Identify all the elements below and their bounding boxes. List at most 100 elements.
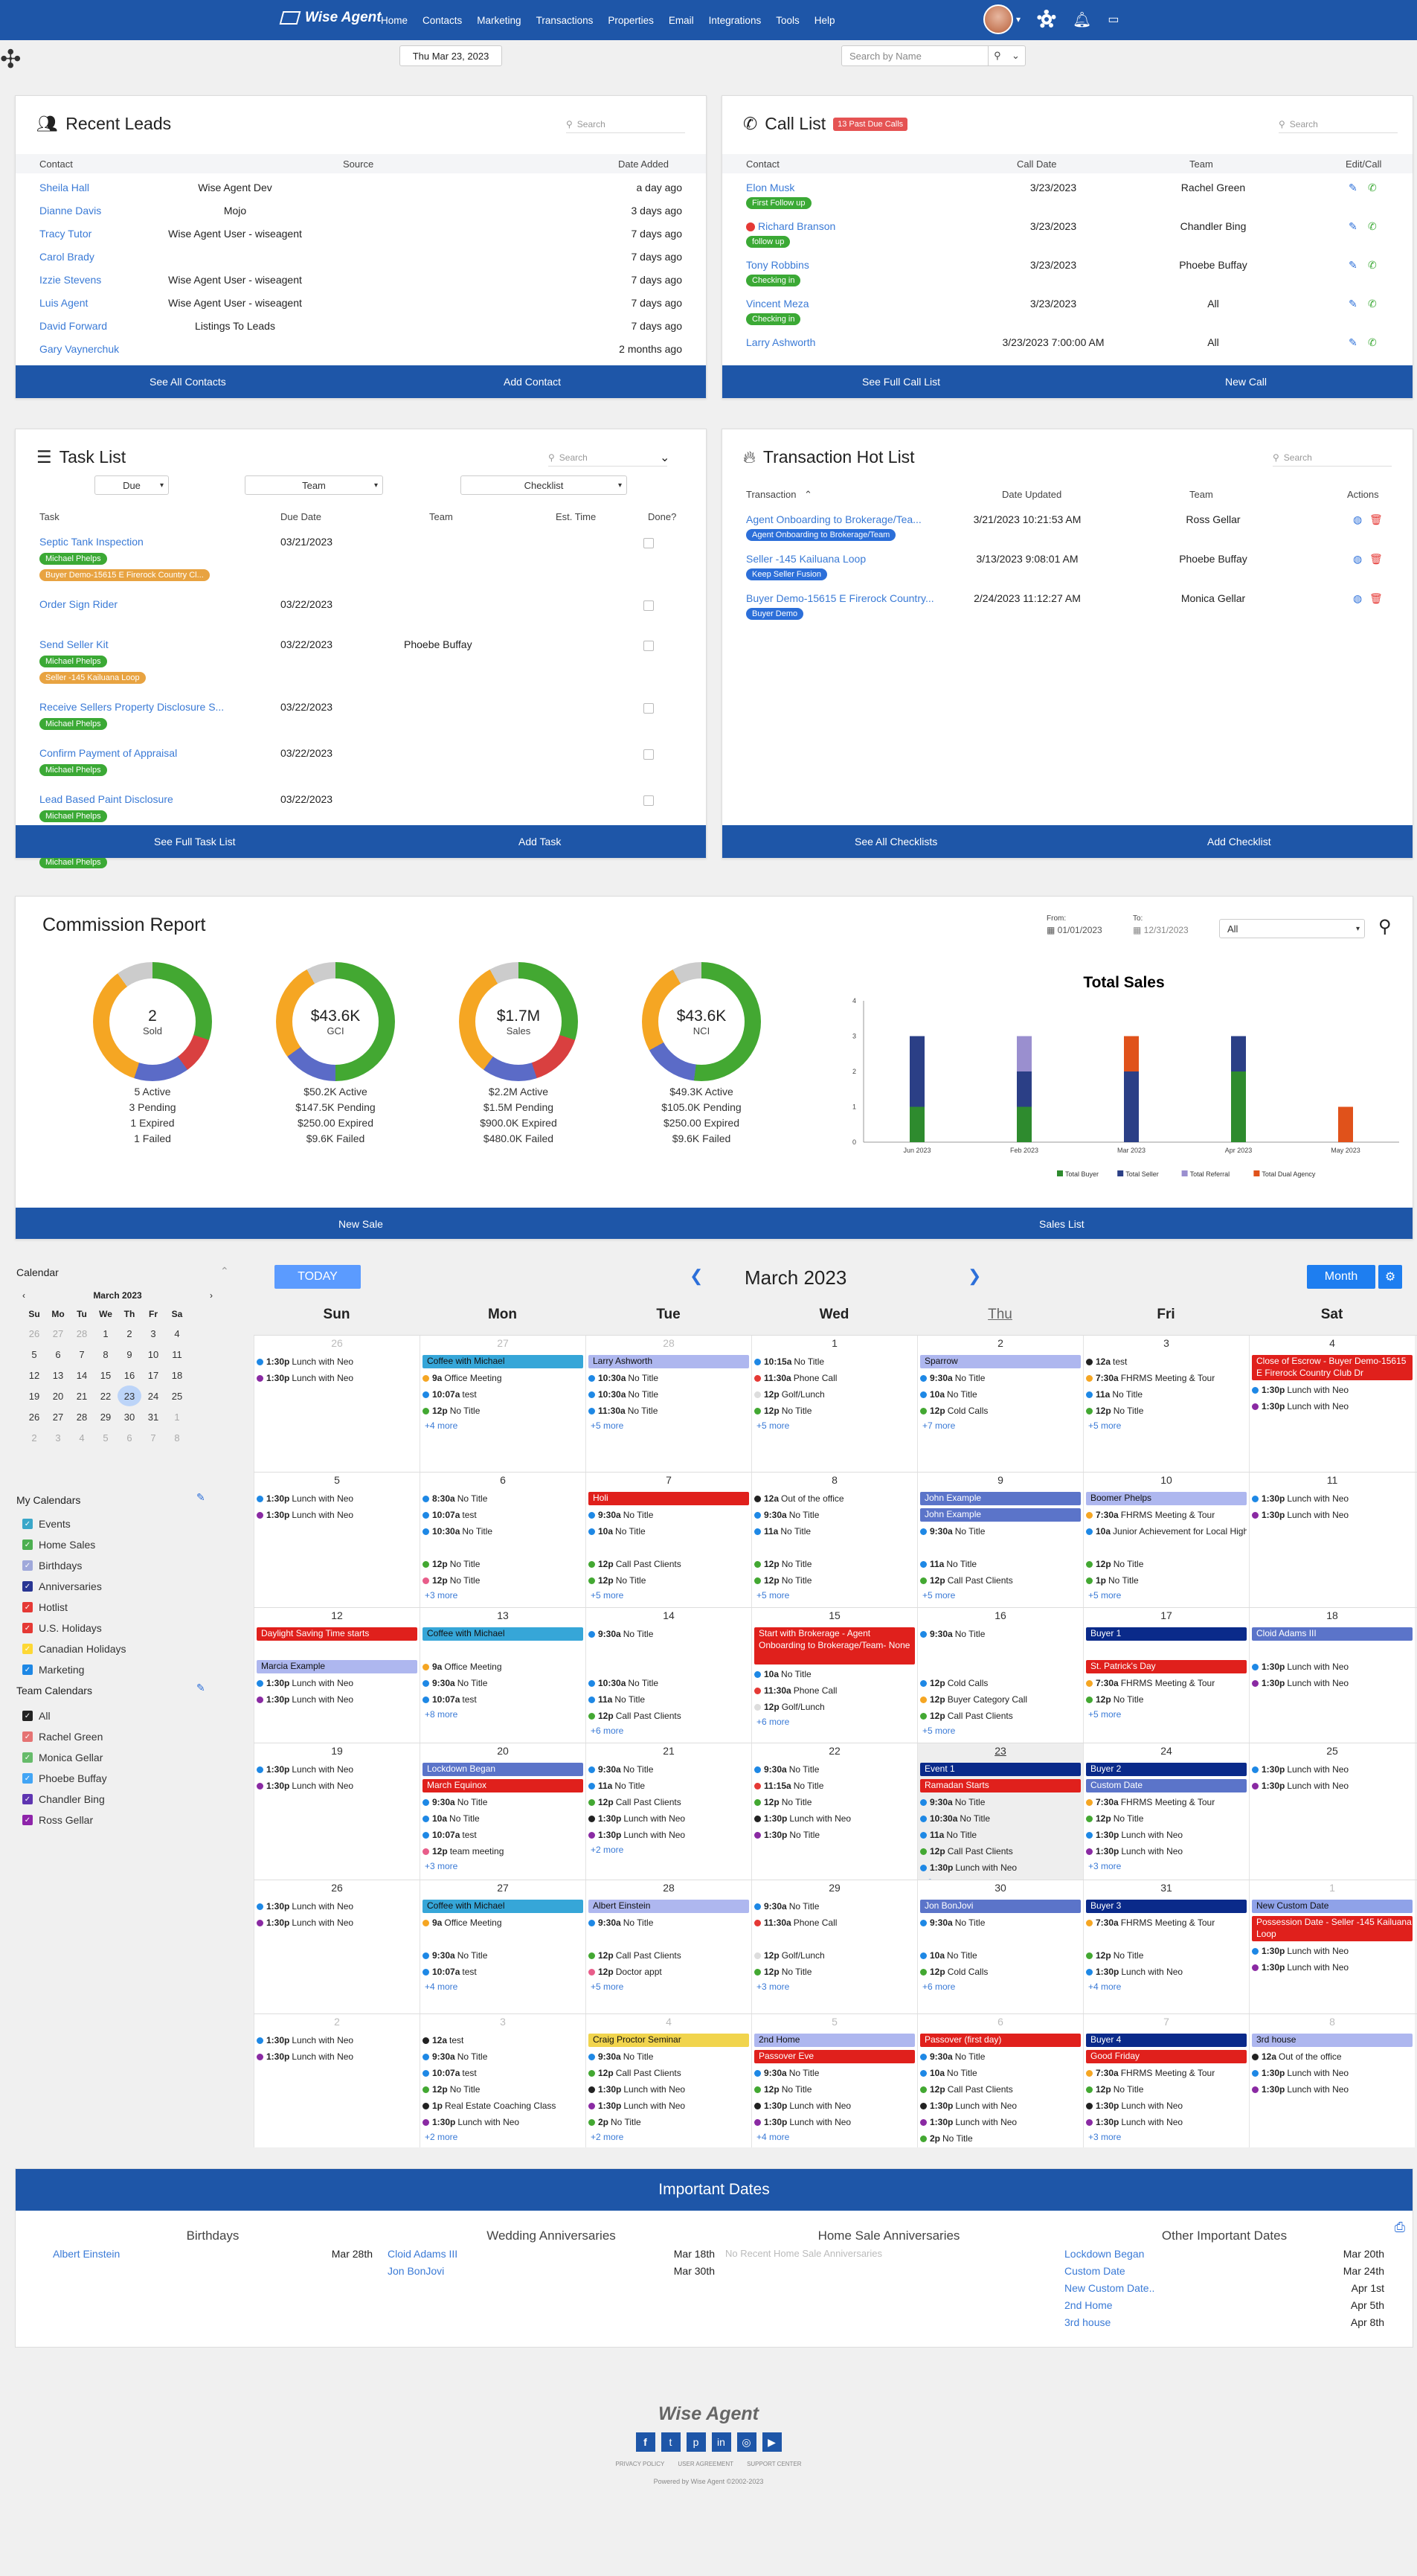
calendar-event[interactable]: 12p Call Past Clients: [588, 2066, 749, 2080]
calendar-event-bar[interactable]: Start with Brokerage - Agent Onboarding …: [754, 1627, 915, 1665]
phone-call-icon[interactable]: ✆: [1368, 220, 1377, 232]
more-events-link[interactable]: +3 more: [1088, 1861, 1122, 1871]
calendar-event[interactable]: 9:30a No Title: [422, 1676, 583, 1690]
calendar-event[interactable]: 12p No Title: [1086, 1693, 1247, 1706]
calendar-event[interactable]: 10:30a No Title: [588, 1388, 749, 1401]
calendar-event[interactable]: 9:30a No Title: [754, 1900, 915, 1913]
calendar-day-cell[interactable]: 18 Cloid Adams III 1:30p Lunch with Neo 1:30…: [1249, 1608, 1415, 1743]
checkbox-icon[interactable]: ✓: [22, 1815, 33, 1825]
calendar-event[interactable]: 1:30p Lunch with Neo: [422, 2115, 583, 2129]
calendar-event[interactable]: 10:07a test: [422, 2066, 583, 2080]
pencil-icon[interactable]: ✎: [196, 1491, 205, 1503]
calendar-event-bar[interactable]: 3rd house: [1252, 2034, 1413, 2047]
calendar-event[interactable]: 9:30a No Title: [422, 1795, 583, 1809]
calendar-event[interactable]: 12p Call Past Clients: [920, 1709, 1081, 1723]
calendar-event[interactable]: 10:30a No Title: [920, 1812, 1081, 1825]
calendar-event[interactable]: 11a No Title: [588, 1779, 749, 1792]
calendar-event[interactable]: 1:30p Lunch with Neo: [1252, 2083, 1413, 2096]
transaction-link[interactable]: Seller -145 Kailuana Loop: [746, 553, 867, 565]
team-filter[interactable]: Team: [245, 475, 383, 495]
calendar-event[interactable]: 9a Office Meeting: [422, 1371, 583, 1385]
mini-day[interactable]: 4: [174, 1327, 180, 1339]
calendar-day-cell[interactable]: 8 12a Out of the office 9:30a No Title 11a No …: [751, 1473, 917, 1607]
task-done-checkbox[interactable]: [643, 703, 654, 714]
calendar-toggle[interactable]: ✓ Events: [22, 1518, 71, 1530]
mini-day[interactable]: 25: [171, 1390, 183, 1402]
mini-day[interactable]: 11: [172, 1348, 182, 1360]
mini-day[interactable]: 27: [52, 1411, 64, 1423]
current-date[interactable]: Thu Mar 23, 2023: [399, 45, 502, 66]
calendar-event[interactable]: 1:30p Lunch with Neo: [257, 1779, 417, 1792]
calendar-event[interactable]: 12p Buyer Category Call: [920, 1693, 1081, 1706]
pencil-icon[interactable]: ✎: [196, 1682, 205, 1694]
calendar-day-cell[interactable]: 26 1:30p Lunch with Neo 1:30p Lunch with Neo: [254, 1336, 420, 1472]
calendar-day-cell[interactable]: 29 9:30a No Title 11:30a Phone Call 12p Golf/L…: [751, 1880, 917, 2013]
calendar-event[interactable]: 1:30p Lunch with Neo: [920, 2099, 1081, 2112]
globe-icon[interactable]: ◍: [1353, 513, 1363, 525]
calendar-event[interactable]: 1:30p Lunch with Neo: [588, 1812, 749, 1825]
more-events-link[interactable]: +5 more: [591, 1590, 624, 1601]
calendar-day-cell[interactable]: 19 1:30p Lunch with Neo 1:30p Lunch with Neo: [254, 1743, 420, 1880]
calendar-event[interactable]: 11a No Title: [754, 1525, 915, 1538]
calendar-day-cell[interactable]: 12 Daylight Saving Time starts Marcia Exam…: [254, 1608, 420, 1743]
leads-search-input[interactable]: ⚲ Search: [566, 115, 685, 133]
calendar-event[interactable]: 1:30p Lunch with Neo: [588, 1828, 749, 1842]
search-icon[interactable]: ⚲: [1378, 917, 1392, 937]
mini-day[interactable]: 26: [28, 1411, 40, 1423]
calendar-event[interactable]: 12p No Title: [422, 1404, 583, 1417]
more-events-link[interactable]: +5 more: [922, 1590, 956, 1601]
calendar-day-cell[interactable]: 31 Buyer 3 7:30a FHRMS Meeting & Tour 12p No …: [1083, 1880, 1249, 2013]
month-view-button[interactable]: Month: [1307, 1265, 1375, 1289]
calendar-event-bar[interactable]: St. Patrick's Day: [1086, 1660, 1247, 1673]
phone-call-icon[interactable]: ✆: [1368, 336, 1377, 348]
task-link[interactable]: Lead Based Paint Disclosure: [39, 793, 173, 805]
chevron-down-icon[interactable]: ▾: [1016, 14, 1021, 25]
calendar-toggle[interactable]: ✓ Rachel Green: [22, 1731, 103, 1743]
important-date-name[interactable]: Cloid Adams III: [388, 2248, 458, 2260]
today-button[interactable]: TODAY: [274, 1265, 361, 1289]
calendar-event[interactable]: 12p Doctor appt: [588, 1965, 749, 1979]
calendar-event[interactable]: 8:30a No Title: [422, 1492, 583, 1505]
calendar-day-cell[interactable]: 27 Coffee with Michael 9a Office Meeting 10:…: [420, 1336, 585, 1472]
calendar-toggle[interactable]: ✓ Monica Gellar: [22, 1752, 103, 1763]
checkbox-icon[interactable]: ✓: [22, 1539, 33, 1550]
instagram-icon[interactable]: ◎: [736, 2432, 756, 2452]
calendar-event-bar[interactable]: Event 1: [920, 1763, 1081, 1776]
more-events-link[interactable]: +4 more: [1088, 1981, 1122, 1992]
linkedin-icon[interactable]: in: [711, 2432, 731, 2452]
calendar-event-bar[interactable]: New Custom Date: [1252, 1900, 1413, 1913]
calendar-event[interactable]: 12p Call Past Clients: [588, 1709, 749, 1723]
calendar-day-cell[interactable]: 25 1:30p Lunch with Neo 1:30p Lunch with Neo: [1249, 1743, 1415, 1880]
important-date-name[interactable]: Custom Date: [1064, 2265, 1125, 2277]
checkbox-icon[interactable]: ✓: [22, 1794, 33, 1804]
mini-day[interactable]: 13: [52, 1369, 64, 1381]
calendar-event[interactable]: 10a No Title: [754, 1667, 915, 1681]
calendar-event[interactable]: 7:30a FHRMS Meeting & Tour: [1086, 1676, 1247, 1690]
phone-call-icon[interactable]: ✆: [1368, 298, 1377, 310]
gear-icon[interactable]: ⚙: [1378, 1265, 1402, 1289]
transaction-link[interactable]: Agent Onboarding to Brokerage/Tea...: [746, 513, 922, 525]
next-month-icon[interactable]: ›: [210, 1290, 213, 1301]
important-date-name[interactable]: Albert Einstein: [53, 2248, 121, 2260]
more-events-link[interactable]: +3 more: [1088, 2132, 1122, 2142]
mini-day[interactable]: 26: [28, 1327, 40, 1339]
calendar-day-cell[interactable]: 21 9:30a No Title 11a No Title 12p Call Past C…: [585, 1743, 751, 1880]
lead-contact-link[interactable]: Izzie Stevens: [39, 274, 102, 286]
checkbox-icon[interactable]: ✓: [22, 1773, 33, 1784]
calendar-event[interactable]: 1:30p Lunch with Neo: [588, 2083, 749, 2096]
calendar-toggle[interactable]: ✓ Home Sales: [22, 1539, 95, 1551]
mini-day[interactable]: 20: [52, 1390, 64, 1402]
calendar-event[interactable]: 12p Call Past Clients: [588, 1795, 749, 1809]
more-events-link[interactable]: +7 more: [922, 1420, 956, 1431]
more-events-link[interactable]: +8 more: [425, 1709, 458, 1720]
calendar-day-cell[interactable]: 3 12a test 7:30a FHRMS Meeting & Tour 11a No T…: [1083, 1336, 1249, 1472]
mini-day[interactable]: 3: [150, 1327, 156, 1339]
calendar-event[interactable]: 1:30p Lunch with Neo: [257, 1508, 417, 1522]
trash-icon[interactable]: 🗑︎: [1369, 592, 1383, 604]
menu-item-integrations[interactable]: Integrations: [708, 14, 762, 26]
important-date-name[interactable]: New Custom Date..: [1064, 2282, 1155, 2294]
more-events-link[interactable]: +4 more: [756, 2132, 790, 2142]
calendar-event[interactable]: 9:30a No Title: [754, 1508, 915, 1522]
calendar-event[interactable]: 1p Real Estate Coaching Class: [422, 2099, 583, 2112]
calendar-event[interactable]: 10:07a test: [422, 1828, 583, 1842]
